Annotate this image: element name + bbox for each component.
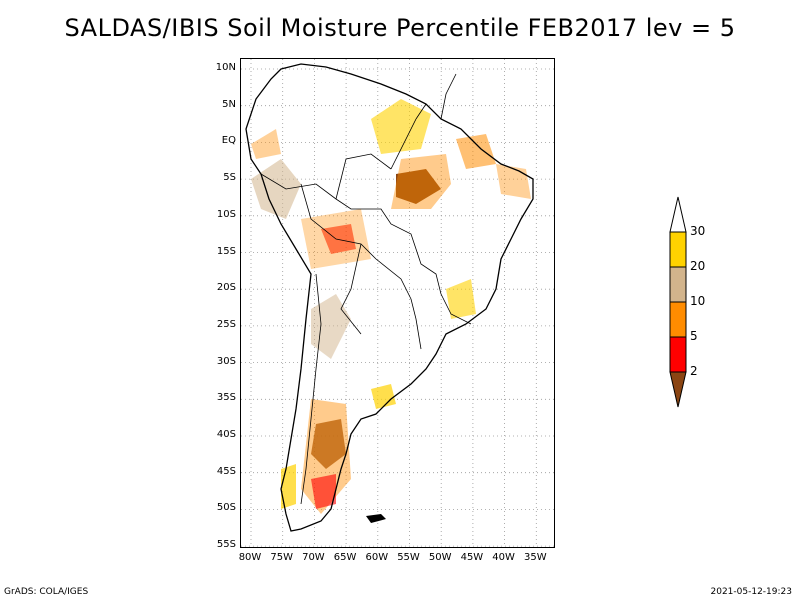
lon-label-60w: 60W: [365, 552, 389, 563]
lat-label-15s: 15S: [216, 245, 236, 257]
soil-moisture-patches: [251, 99, 531, 514]
lon-label-65w: 65W: [333, 552, 357, 563]
patch-orange: [456, 134, 496, 169]
colorbar-above-30: [669, 196, 687, 233]
country-borders: [260, 73, 472, 505]
patch-yellow: [371, 384, 396, 409]
lon-label-45w: 45W: [460, 552, 484, 563]
patch-brown-amazon: [396, 169, 441, 204]
lon-label-55w: 55W: [397, 552, 420, 563]
lon-label-50w: 50W: [428, 552, 452, 563]
patch-red-patagonia: [311, 474, 336, 509]
lon-label-35w: 35W: [523, 552, 547, 563]
colorbar-20-30: [669, 231, 687, 268]
lat-label-45s: 45S: [216, 465, 236, 477]
patch-tan: [311, 294, 351, 359]
colorbar-label-10: 10: [690, 294, 706, 308]
lat-label-5n: 5N: [222, 98, 236, 110]
colorbar-label-30: 30: [690, 224, 706, 238]
lat-label-5s: 5S: [223, 172, 236, 184]
colorbar-svg: [669, 196, 687, 408]
falkland-islands: [366, 514, 386, 523]
lat-label-50s: 50S: [216, 502, 236, 514]
lon-label-80w: 80W: [238, 552, 262, 563]
lat-label-55s: 55S: [216, 539, 236, 551]
lat-label-10s: 10S: [216, 208, 236, 220]
map-frame: [240, 58, 555, 548]
colorbar-label-2: 2: [690, 364, 698, 378]
patch-brown-patagonia: [311, 419, 346, 469]
south-america-map: [241, 59, 554, 547]
colorbar-5-10: [669, 301, 687, 338]
graticule: [241, 59, 554, 547]
lat-label-35s: 35S: [216, 392, 236, 404]
colorbar-label-5: 5: [690, 329, 698, 343]
footer-timestamp: 2021-05-12-19:23: [710, 587, 793, 597]
patch-red: [321, 224, 356, 254]
footer-credit: GrADS: COLA/IGES: [4, 587, 89, 597]
patch-yellow: [446, 279, 476, 319]
lat-label-eq: EQ: [221, 135, 236, 147]
lat-label-10n: 10N: [215, 62, 236, 73]
lon-label-75w: 75W: [270, 552, 293, 563]
lat-label-20s: 20S: [216, 282, 236, 294]
colorbar-below-2: [669, 371, 687, 408]
map-title: SALDAS/IBIS Soil Moisture Percentile FEB…: [64, 14, 736, 42]
colorbar-2-5: [669, 336, 687, 373]
south-america-coastline: [245, 63, 534, 532]
colorbar: 30 20 10 5 2: [668, 195, 728, 410]
lon-label-40w: 40W: [492, 552, 515, 563]
patch-tan: [251, 159, 301, 219]
lat-label-30s: 30S: [216, 355, 236, 367]
lon-label-70w: 70W: [302, 552, 325, 563]
lat-label-40s: 40S: [216, 429, 236, 440]
lat-label-25s: 25S: [216, 318, 236, 330]
patch-orange: [391, 154, 451, 209]
patch-orange: [251, 129, 281, 159]
colorbar-10-20: [669, 266, 687, 303]
patch-yellow: [371, 99, 431, 154]
colorbar-label-20: 20: [690, 259, 706, 273]
